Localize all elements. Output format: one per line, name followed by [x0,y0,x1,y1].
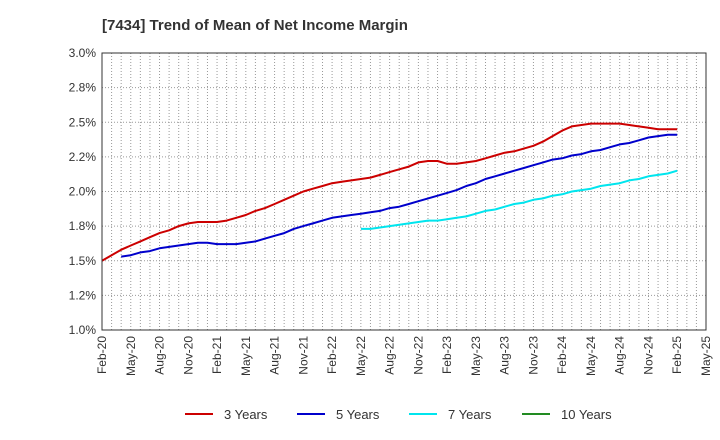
series-layer [101,122,678,262]
y-axis-ticks: 1.0% 1.2% 1.5% 1.8% 2.0% 2.2% 2.5% 2.8% 3.0% [69,46,97,337]
legend-label: 7 Years [448,407,492,422]
y-tick-label: 2.5% [69,115,97,129]
y-tick-label: 2.8% [69,81,97,95]
x-tick-label: Aug-22 [383,336,397,375]
y-tick-label: 3.0% [69,46,97,60]
x-tick-label: Feb-22 [325,336,339,374]
chart-title: [7434] Trend of Mean of Net Income Margi… [102,17,408,34]
x-tick-label: May-22 [354,336,368,376]
x-tick-label: Nov-21 [296,336,310,375]
y-tick-label: 1.5% [69,254,97,268]
x-tick-label: Nov-23 [526,336,540,375]
legend: 3 Years 5 Years 7 Years 10 Years [185,407,612,422]
grid-vertical [111,53,697,330]
series-line-0 [101,122,678,262]
x-tick-label: Nov-22 [411,336,425,375]
plot-area [102,53,706,330]
x-axis-ticks: Feb-20 May-20 Aug-20 Nov-20 Feb-21 May-21 Aug-… [95,336,713,376]
y-tick-label: 1.8% [69,219,97,233]
x-tick-label: May-25 [699,336,713,376]
x-tick-label: Aug-24 [613,336,627,375]
x-tick-label: Aug-23 [498,336,512,375]
x-tick-label: Feb-25 [670,336,684,374]
plot-frame [101,52,707,331]
x-tick-label: May-24 [584,336,598,376]
series-line-2 [360,169,678,230]
legend-label: 3 Years [224,407,268,422]
y-tick-label: 1.0% [69,323,97,337]
y-tick-label: 1.2% [69,288,97,302]
x-tick-label: Nov-20 [181,336,195,375]
y-tick-label: 2.0% [69,185,97,199]
x-tick-label: Aug-21 [268,336,282,375]
x-tick-label: Nov-24 [641,336,655,375]
legend-label: 5 Years [336,407,380,422]
series-line-1 [121,133,678,258]
x-tick-label: Feb-20 [95,336,109,374]
y-tick-label: 2.2% [69,150,97,164]
legend-label: 10 Years [561,407,612,422]
x-tick-label: May-20 [124,336,138,376]
x-tick-label: Feb-23 [440,336,454,374]
x-tick-label: Feb-24 [555,336,569,374]
x-tick-label: May-21 [239,336,253,376]
x-tick-label: May-23 [469,336,483,376]
x-tick-label: Aug-20 [153,336,167,375]
x-tick-label: Feb-21 [210,336,224,374]
